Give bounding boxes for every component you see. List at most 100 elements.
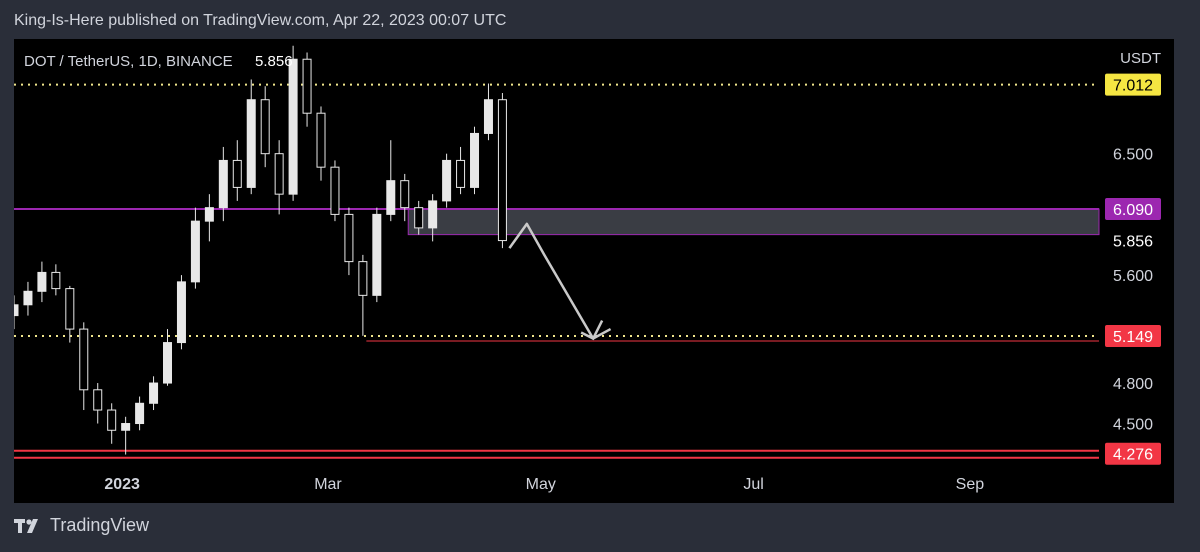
candle [344, 207, 354, 276]
price-chart[interactable]: 7.012 6.090 5.856 5.149 4.276 2023 Mar May Jul S… [14, 39, 1174, 503]
price-label-bg [1105, 442, 1161, 465]
x-tick-label: May [526, 476, 556, 493]
price-label-bg [1105, 324, 1161, 347]
price-label-bg [1105, 229, 1161, 252]
candle [330, 160, 340, 222]
candle [316, 106, 326, 181]
candle [190, 207, 200, 289]
tradingview-logo-icon [14, 518, 38, 533]
candle-body [483, 99, 493, 134]
candle-body [372, 213, 382, 296]
candle [483, 83, 493, 141]
candle [414, 200, 424, 235]
x-tick-label: Sep [956, 476, 985, 493]
price-label-text: 5.149 [1113, 329, 1153, 346]
candle-body [316, 112, 326, 168]
candle-body [414, 207, 424, 229]
y-tick-label: 5.600 [1113, 268, 1153, 285]
candle [470, 126, 480, 195]
candle [302, 52, 312, 127]
candle-body [456, 159, 466, 188]
candle [14, 295, 19, 330]
candle-body [386, 180, 396, 215]
currency-label: USDT [1120, 50, 1161, 67]
candle [37, 261, 47, 303]
projection-arrow [508, 222, 612, 340]
candle [358, 254, 368, 336]
candle-body [149, 382, 159, 404]
price-label-text: 7.012 [1113, 78, 1153, 95]
candle-body [51, 271, 61, 290]
candle [23, 281, 33, 316]
candle [163, 329, 173, 386]
candle-body [135, 402, 145, 425]
candle [442, 153, 452, 208]
symbol-last-price: 5.856 [255, 53, 293, 70]
price-label-text: 4.276 [1113, 447, 1153, 464]
candle-body [428, 200, 438, 229]
candle [79, 322, 89, 411]
candle-body [358, 261, 368, 296]
symbol-title: DOT / TetherUS, 1D, BINANCE [24, 53, 233, 70]
candle-body [288, 58, 298, 195]
candle-body [37, 271, 47, 292]
footer-brand-text: TradingView [50, 515, 150, 535]
candle [456, 146, 466, 195]
candle-body [330, 166, 340, 215]
candle-body [302, 58, 312, 114]
candle-body [107, 409, 117, 431]
publication-header: King-Is-Here published on TradingView.co… [14, 12, 507, 29]
candle-body [246, 99, 256, 188]
y-tick-label: 4.500 [1113, 417, 1153, 434]
candle [372, 207, 382, 303]
candle [93, 383, 103, 424]
price-label-bg [1105, 73, 1161, 96]
candle [400, 173, 410, 222]
candle [288, 45, 298, 201]
candle-body [274, 153, 284, 195]
candle [135, 396, 145, 431]
candle-body [400, 180, 410, 209]
price-label-text: 6.090 [1113, 202, 1153, 219]
candle [232, 140, 242, 201]
candle [497, 92, 507, 249]
x-tick-label: Mar [314, 476, 342, 493]
y-tick-label: 6.500 [1113, 147, 1153, 164]
candle-body [79, 328, 89, 391]
price-label-purple-level: 6.090 [1105, 198, 1161, 220]
candle-body [204, 207, 214, 222]
candle-body [260, 99, 270, 155]
candle [51, 264, 61, 296]
price-label-text: 5.856 [1113, 234, 1153, 251]
candle-body [93, 389, 103, 411]
candle-body [232, 159, 242, 188]
candle-body [218, 159, 228, 209]
candle [65, 285, 75, 343]
candle-body [344, 213, 354, 263]
x-tick-label: Jul [743, 476, 763, 493]
candle-body [23, 290, 33, 306]
candle [274, 140, 284, 215]
candle [428, 194, 438, 242]
candle-body [442, 159, 452, 202]
price-label-support-dotted: 5.149 [1105, 324, 1161, 347]
candle-body [470, 132, 480, 188]
price-label-resistance-dotted: 7.012 [1105, 73, 1161, 96]
candle [121, 416, 131, 455]
candle-body [121, 423, 131, 431]
price-label-bg [1105, 198, 1161, 220]
candle-body [14, 304, 19, 317]
projection-arrow-head [580, 319, 604, 341]
candle [176, 275, 186, 350]
candle [107, 403, 117, 444]
candle [218, 146, 228, 222]
candle [204, 194, 214, 242]
candle-body [163, 342, 173, 384]
price-label-red-support: 4.276 [1105, 442, 1161, 465]
candle-body [497, 99, 507, 242]
candle-body [65, 288, 75, 330]
zone-gray-zone [407, 208, 1100, 236]
chart-panel[interactable]: 7.012 6.090 5.856 5.149 4.276 2023 Mar May Jul S… [14, 39, 1174, 503]
candle [260, 86, 270, 168]
price-label-last-price: 5.856 [1105, 229, 1161, 252]
